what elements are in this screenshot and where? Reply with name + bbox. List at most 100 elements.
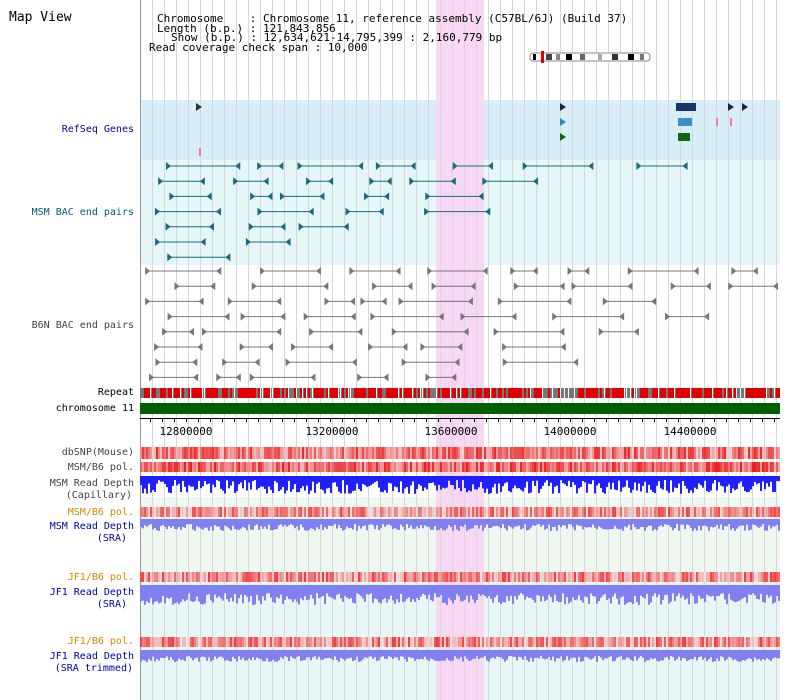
depth-bar [188,650,190,657]
heat-mark [180,447,182,459]
heat-mark [442,572,444,582]
depth-bar [374,476,376,483]
heat-mark [614,447,616,459]
depth-bar [714,585,716,601]
heat-mark [566,447,568,459]
depth-bar [278,585,280,599]
depth-bar [656,476,658,486]
heat-mark [456,447,458,459]
depth-bar [232,650,234,657]
depth-bar [346,650,348,659]
heat-mark [686,572,688,582]
heat-mark [162,507,164,517]
heat-mark [288,637,290,647]
repeat-mark [696,388,698,398]
heat-mark [710,637,712,647]
depth-bar [156,519,158,531]
depth-bar [492,650,494,658]
heat-mark [274,462,276,472]
heat-mark [362,462,364,472]
repeat-mark [736,388,737,398]
depth-bar [760,585,762,594]
heat-mark [404,572,406,582]
heat-mark [594,572,596,582]
bac-end-marker [249,373,255,382]
heat-mark [212,447,214,459]
heat-mark [672,447,674,459]
heat-mark [562,447,564,459]
heat-mark [570,447,572,459]
heat-mark [650,572,652,582]
depth-bar [750,650,752,660]
heat-mark [594,637,596,647]
bac-end-marker [280,222,286,231]
depth-bar [734,585,736,603]
heat-mark [556,572,558,582]
heat-mark [326,572,328,582]
heat-mark [364,637,366,647]
heat-mark [432,462,434,472]
heat-mark [424,637,426,647]
heat-mark [296,572,298,582]
depth-bar [142,650,144,660]
depth-bar [432,476,434,483]
depth-bar [620,650,622,657]
depth-bar [156,650,158,660]
depth-bar [446,585,448,605]
heat-mark [316,447,318,459]
bac-end-marker [619,312,625,321]
depth-bar [630,585,632,603]
heat-mark [418,507,420,517]
heat-mark [440,572,442,582]
repeat-mark [266,388,268,398]
heat-mark [202,637,204,647]
depth-bar [170,476,172,494]
heat-mark [632,507,634,517]
depth-bar [354,519,356,525]
heat-mark [376,572,378,582]
heat-mark [502,462,504,472]
depth-bar [332,476,334,483]
heat-mark [490,507,492,517]
depth-bar [670,476,672,481]
heat-mark [754,637,756,647]
heat-mark [426,572,428,582]
bac-end-marker [665,312,671,321]
depth-bar [486,476,488,489]
heat-mark [444,507,446,517]
heat-mark [708,507,710,517]
depth-bar [534,650,536,658]
heat-mark [292,572,294,582]
depth-bar [508,650,510,657]
heat-mark [572,447,574,459]
heat-mark [430,447,432,459]
depth-bar [186,476,188,493]
heat-mark [554,447,556,459]
heat-mark [618,637,620,647]
refseq-gene [560,133,566,141]
depth-bar [324,519,326,528]
depth-bar [678,650,680,657]
heat-mark [548,572,550,582]
heat-mark [688,572,690,582]
heat-mark [352,637,354,647]
depth-bar [264,519,266,527]
heat-mark [606,462,608,472]
heat-mark [440,507,442,517]
depth-bar [520,476,522,490]
heat-mark [762,637,764,647]
heat-mark [776,507,778,517]
heat-mark [482,462,484,472]
depth-bar [542,585,544,597]
repeat-mark [530,388,531,398]
depth-bar [294,476,296,485]
depth-bar [302,650,304,661]
depth-bar [536,585,538,596]
heat-mark [662,572,664,582]
depth-bar [140,519,142,528]
heat-mark [292,462,294,472]
bac-end-marker [584,267,590,275]
heat-mark [276,572,278,582]
heat-mark [238,507,240,517]
